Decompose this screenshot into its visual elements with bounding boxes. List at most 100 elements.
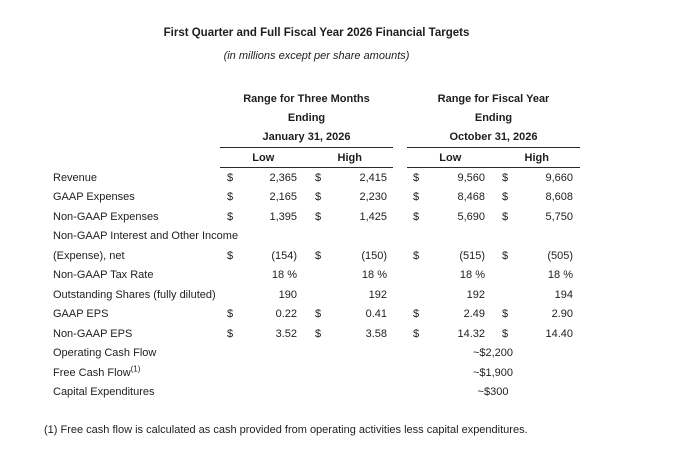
table-row: Revenue $2,365 $2,415 $9,560 $9,660 xyxy=(53,168,580,188)
header-group-fiscal-year-caption: Range for Fiscal Year Ending October 31,… xyxy=(407,90,580,148)
cell-currency-symbol: $ xyxy=(227,327,234,340)
header-range-line: Range for Fiscal Year xyxy=(437,93,550,105)
cell-value: 14.32 xyxy=(457,327,485,340)
cell-value: 9,660 xyxy=(545,171,573,184)
cell-currency-symbol: $ xyxy=(227,308,234,321)
cell-value: 3.58 xyxy=(365,327,387,340)
row-label: (Expense), net xyxy=(53,249,125,262)
cell-value: 2.90 xyxy=(551,308,573,321)
cell-value: 190 xyxy=(278,288,297,301)
cell-value: 2,415 xyxy=(359,171,387,184)
table-row: Non-GAAP Expenses $1,395 $1,425 $5,690 $5,75… xyxy=(53,207,580,227)
cell-currency-symbol: $ xyxy=(413,308,420,321)
cell-currency-symbol: $ xyxy=(502,327,509,340)
cell-currency-symbol: $ xyxy=(413,210,420,223)
cell-value: 18 % xyxy=(459,269,485,282)
cell-value: 2,365 xyxy=(269,171,297,184)
cell-value: 18 % xyxy=(547,269,573,282)
column-header-low: Low xyxy=(439,151,462,164)
cell-currency-symbol: $ xyxy=(315,171,322,184)
table-row: GAAP EPS $0.22 $0.41 $2.49 $2.90 xyxy=(53,305,580,325)
cell-currency-symbol: $ xyxy=(413,327,420,340)
cell-value: 192 xyxy=(368,288,387,301)
cell-currency-symbol: $ xyxy=(315,210,322,223)
cell-value: 1,425 xyxy=(359,210,387,223)
header-date-line: October 31, 2026 xyxy=(449,131,538,143)
cell-value: (515) xyxy=(459,249,485,262)
table-row: Non-GAAP EPS $3.52 $3.58 $14.32 $14.40 xyxy=(53,324,580,344)
cell-value: (505) xyxy=(547,249,573,262)
table-row: Free Cash Flow(1) ~$1,900 xyxy=(53,363,580,383)
row-label: GAAP EPS xyxy=(53,308,109,321)
header-group-gap xyxy=(393,90,407,168)
header-low-high-row: Low High xyxy=(220,148,393,168)
row-label: Revenue xyxy=(53,171,98,184)
cell-value: 8,608 xyxy=(545,191,573,204)
header-range-line: Range for Three Months xyxy=(243,93,370,105)
table-row: GAAP Expenses $2,165 $2,230 $8,468 $8,608 xyxy=(53,188,580,208)
header-group-fiscal-year: Range for Fiscal Year Ending October 31,… xyxy=(407,90,580,168)
cell-currency-symbol: $ xyxy=(413,171,420,184)
cell-value: 14.40 xyxy=(545,327,573,340)
cell-value: 194 xyxy=(554,288,573,301)
cell-currency-symbol: $ xyxy=(502,171,509,184)
footnote-ref: (1) xyxy=(130,364,141,374)
row-label: Operating Cash Flow xyxy=(53,347,157,360)
financial-targets-document: First Quarter and Full Fiscal Year 2026 … xyxy=(44,0,580,436)
cell-value: (150) xyxy=(361,249,387,262)
table-row: Non-GAAP Interest and Other Income xyxy=(53,227,580,247)
cell-currency-symbol: $ xyxy=(315,191,322,204)
row-label: GAAP Expenses xyxy=(53,191,135,204)
row-label: Non-GAAP Tax Rate xyxy=(53,269,154,282)
column-header-high: High xyxy=(524,151,549,164)
column-header-low: Low xyxy=(252,151,275,164)
cell-value: 2,165 xyxy=(269,191,297,204)
header-ending-line: Ending xyxy=(474,112,513,124)
row-label: Outstanding Shares (fully diluted) xyxy=(53,288,216,301)
cell-value: 1,395 xyxy=(269,210,297,223)
table-row: Non-GAAP Tax Rate 18 % 18 % 18 % 18 % xyxy=(53,266,580,286)
cell-value: ~$1,900 xyxy=(472,366,514,379)
table-header: Range for Three Months Ending January 31… xyxy=(53,90,580,168)
cell-currency-symbol: $ xyxy=(315,308,322,321)
cell-currency-symbol: $ xyxy=(227,249,234,262)
cell-value: 18 % xyxy=(271,269,297,282)
cell-currency-symbol: $ xyxy=(502,308,509,321)
header-label-spacer xyxy=(53,90,220,168)
cell-currency-symbol: $ xyxy=(502,210,509,223)
cell-currency-symbol: $ xyxy=(315,249,322,262)
table-rows: Revenue $2,365 $2,415 $9,560 $9,660 GAAP Expe… xyxy=(53,168,580,402)
cell-value: 5,690 xyxy=(457,210,485,223)
cell-currency-symbol: $ xyxy=(227,171,234,184)
cell-value: 3.52 xyxy=(275,327,297,340)
cell-value: 192 xyxy=(466,288,485,301)
cell-value: 8,468 xyxy=(457,191,485,204)
cell-currency-symbol: $ xyxy=(227,191,234,204)
cell-value: ~$2,200 xyxy=(472,347,514,360)
cell-value: 18 % xyxy=(361,269,387,282)
table-row: Outstanding Shares (fully diluted) 190 192… xyxy=(53,285,580,305)
cell-value: 0.22 xyxy=(275,308,297,321)
cell-currency-symbol: $ xyxy=(502,191,509,204)
page-title: First Quarter and Full Fiscal Year 2026 … xyxy=(163,27,470,39)
row-label: Non-GAAP Expenses xyxy=(53,210,159,223)
cell-value: 0.41 xyxy=(365,308,387,321)
cell-value: (154) xyxy=(271,249,297,262)
cell-currency-symbol: $ xyxy=(227,210,234,223)
header-ending-line: Ending xyxy=(287,112,326,124)
cell-currency-symbol: $ xyxy=(413,249,420,262)
row-label: Free Cash Flow(1) xyxy=(53,364,141,379)
page-subtitle: (in millions except per share amounts) xyxy=(223,50,410,62)
cell-currency-symbol: $ xyxy=(315,327,322,340)
row-label: Non-GAAP EPS xyxy=(53,327,133,340)
cell-value: 9,560 xyxy=(457,171,485,184)
footnote: (1) Free cash flow is calculated as cash… xyxy=(44,424,528,436)
row-label: Non-GAAP Interest and Other Income xyxy=(53,230,239,243)
table-row: Operating Cash Flow ~$2,200 xyxy=(53,344,580,364)
row-label: Capital Expenditures xyxy=(53,386,155,399)
cell-value: ~$300 xyxy=(477,386,509,399)
header-group-three-months-caption: Range for Three Months Ending January 31… xyxy=(220,90,393,148)
cell-value: 2.49 xyxy=(463,308,485,321)
table-row: (Expense), net $ (154) $ (150) $ (515) $ (505) xyxy=(53,246,580,266)
cell-value: 5,750 xyxy=(545,210,573,223)
